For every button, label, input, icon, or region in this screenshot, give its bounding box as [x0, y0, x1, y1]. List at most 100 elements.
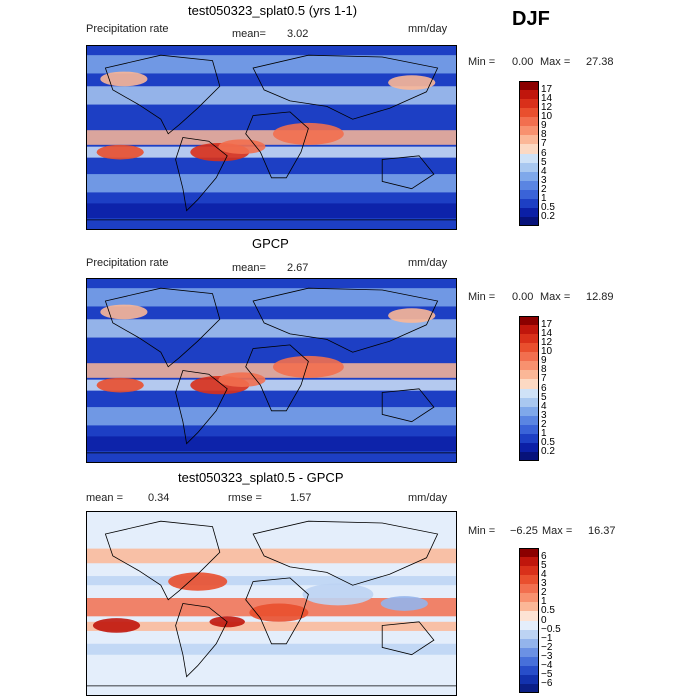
- panel3-precip-band: [87, 621, 456, 631]
- panel2-precip-hotspot: [388, 308, 436, 323]
- panel1-colorbar-swatch: [519, 90, 539, 100]
- panel3-map: [86, 511, 457, 696]
- panel3-title: test050323_splat0.5 - GPCP: [178, 470, 344, 485]
- panel1-colorbar-swatch: [519, 207, 539, 217]
- panel2-colorbar-tick: 10: [541, 346, 553, 358]
- panel2-precip-hotspot: [100, 304, 148, 320]
- panel3-coast-eurasia: [252, 520, 439, 586]
- panel2-colorbar-tick: 0.2: [541, 445, 555, 457]
- panel3-coast-africa: [245, 577, 309, 645]
- panel2-precip-hotspot: [218, 372, 266, 387]
- panel1-colorbar-tick: 17: [541, 84, 553, 96]
- panel1-colorbar-swatch: [519, 81, 539, 91]
- panel1-precip-band: [87, 55, 456, 74]
- panel1-map: [86, 45, 457, 230]
- panel1-colorbar-tick: 7: [541, 138, 547, 150]
- panel1-precip-band: [87, 203, 456, 219]
- panel1-map-svg: [87, 46, 456, 229]
- panel2-colorbar: 17 14 12 10 9 8 7 6 5 4 3 2 1 0.5 0.2: [519, 316, 599, 461]
- panel3-colorbar-swatch: [519, 602, 539, 612]
- panel3-colorbar-tick: 0: [541, 614, 547, 626]
- panel1-variable-label: Precipitation rate: [86, 23, 169, 35]
- panel1-colorbar: 17 14 12 10 9 8 7 6 5 4 3 2 1 0.5 0.2: [519, 81, 599, 226]
- panel2-map-svg: [87, 279, 456, 462]
- panel2-colorbar-swatch: [519, 334, 539, 344]
- panel1-colorbar-swatch: [519, 153, 539, 163]
- panel3-colorbar-tick: −5: [541, 668, 553, 680]
- panel1-colorbar-tick: 2: [541, 183, 547, 195]
- panel1-colorbar-tick: 9: [541, 120, 547, 132]
- panel2-precip-band: [87, 436, 456, 452]
- panel2-max-label: Max =: [540, 291, 571, 303]
- panel1-precip-band: [87, 130, 456, 145]
- panel1-units: mm/day: [408, 23, 448, 35]
- panel2-colorbar-tick: 12: [541, 337, 553, 349]
- panel1-precip-hotspot: [218, 139, 266, 154]
- panel3-colorbar-swatch: [519, 647, 539, 657]
- panel2-colorbar-tick: 2: [541, 418, 547, 430]
- panel3-rmse-value: 1.57: [290, 492, 312, 504]
- panel1-coast-north-america: [104, 54, 221, 135]
- panel1-mean-value: 3.02: [287, 28, 309, 40]
- panel2-colorbar-swatch: [519, 361, 539, 371]
- panel3-colorbar-swatch: [519, 656, 539, 666]
- panel1-colorbar-tick: 3: [541, 174, 547, 186]
- panel1-colorbar-swatch: [519, 144, 539, 154]
- panel2-colorbar-tick: 6: [541, 382, 547, 394]
- panel1-colorbar-swatch: [519, 180, 539, 190]
- panel1-precip-hotspot: [388, 75, 436, 90]
- panel1-colorbar-tick: 14: [541, 93, 553, 105]
- panel3-colorbar-swatch: [519, 629, 539, 639]
- season-label: DJF: [512, 8, 550, 30]
- panel3-min-label: Min =: [468, 525, 496, 537]
- panel3-max-value: 16.37: [588, 525, 616, 537]
- panel3-colorbar-swatch: [519, 548, 539, 558]
- panel1-colorbar-tick: 4: [541, 165, 547, 177]
- panel2-colorbar-swatch: [519, 352, 539, 362]
- panel2-colorbar-swatch: [519, 406, 539, 416]
- panel3-coast-australia: [381, 621, 435, 656]
- panel2-colorbar-tick: 14: [541, 328, 553, 340]
- panel2-min-value: 0.00: [512, 291, 534, 303]
- panel2-colorbar-swatch: [519, 343, 539, 353]
- panel1-colorbar-swatch: [519, 216, 539, 226]
- panel2-colorbar-swatch: [519, 397, 539, 407]
- panel2-precip-band: [87, 319, 456, 338]
- panel1-colorbar-swatch: [519, 135, 539, 145]
- panel3-colorbar-tick: 6: [541, 551, 547, 563]
- panel1-colorbar-swatch: [519, 117, 539, 127]
- panel3-colorbar-tick: 2: [541, 587, 547, 599]
- panel1-coast-africa: [245, 111, 309, 179]
- panel2-colorbar-swatch: [519, 433, 539, 443]
- panel2-colorbar-swatch: [519, 379, 539, 389]
- panel2-colorbar-swatch: [519, 451, 539, 461]
- panel3-precip-hotspot: [168, 572, 228, 591]
- panel2-colorbar-tick: 3: [541, 409, 547, 421]
- panel2-colorbar-tick: 1: [541, 427, 547, 439]
- panel3-precip-band: [87, 643, 456, 655]
- panel2-colorbar-tick: 9: [541, 355, 547, 367]
- panel2-colorbar-swatch: [519, 442, 539, 452]
- panel1-coast-australia: [381, 155, 435, 190]
- panel2-precip-hotspot: [272, 355, 344, 378]
- panel1-colorbar-tick: 0.5: [541, 201, 555, 213]
- panel1-max-label: Max =: [540, 56, 571, 68]
- panel1-colorbar-tick: 8: [541, 129, 547, 141]
- panel1-precip-hotspot: [100, 71, 148, 87]
- panel3-colorbar-swatch: [519, 683, 539, 693]
- panel3-colorbar-tick: −4: [541, 659, 553, 671]
- panel2-colorbar-tick: 5: [541, 391, 547, 403]
- panel3-colorbar-tick: 1: [541, 596, 547, 608]
- panel1-min-value: 0.00: [512, 56, 534, 68]
- panel3-map-svg: [87, 512, 456, 695]
- panel2-colorbar-swatch: [519, 370, 539, 380]
- panel2-colorbar-swatch: [519, 424, 539, 434]
- panel2-colorbar-tick: 4: [541, 400, 547, 412]
- panel3-precip-band: [87, 548, 456, 564]
- panel2-title: GPCP: [252, 236, 289, 251]
- panel2-variable-label: Precipitation rate: [86, 257, 169, 269]
- panel1-colorbar-tick: 0.2: [541, 210, 555, 222]
- panel3-colorbar-swatch: [519, 593, 539, 603]
- panel2-mean-value: 2.67: [287, 262, 309, 274]
- panel2-colorbar-swatch: [519, 325, 539, 335]
